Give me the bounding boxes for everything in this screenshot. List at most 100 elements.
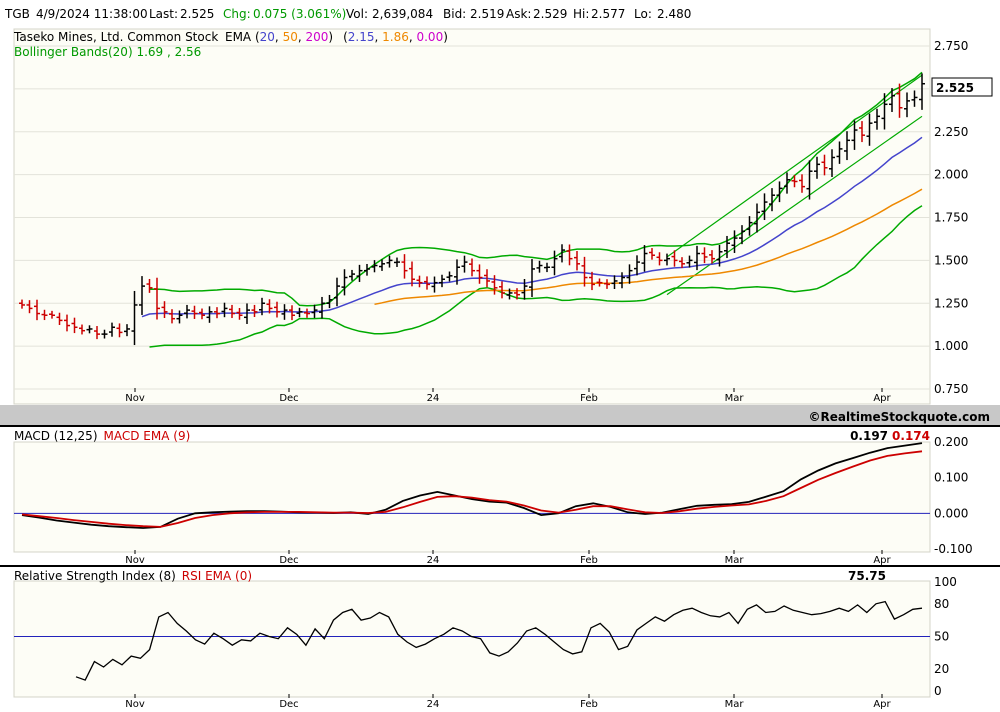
price-bar: [161, 301, 168, 318]
company-name: Taseko Mines, Ltd. Common Stock: [13, 30, 218, 44]
rsi-ytick: 20: [934, 662, 949, 676]
price-bar: [296, 307, 303, 318]
trend-channel-upper: [666, 74, 923, 258]
price-bar: [439, 274, 445, 288]
x-tick-label: Nov: [125, 555, 145, 566]
price-bar: [731, 230, 738, 253]
macd-ytick: 0.200: [934, 435, 968, 449]
price-bar: [769, 188, 775, 212]
x-tick-label: 24: [427, 555, 440, 566]
x-tick-label: Apr: [873, 699, 891, 710]
price-bar: [626, 264, 633, 284]
bollinger-legend: Bollinger Bands(20) 1.69 , 2.56: [14, 45, 201, 59]
x-tick-label: Mar: [725, 393, 745, 404]
price-ytick: 1.250: [934, 296, 968, 310]
price-bar: [446, 271, 453, 282]
ema-50-line: [374, 188, 923, 306]
price-bar: [484, 269, 490, 288]
price-bar: [889, 88, 895, 112]
price-bar: [881, 93, 888, 130]
header-ask-label: Ask:: [506, 7, 531, 21]
header-vol-value: 2,639,084: [372, 7, 433, 21]
ema-legend-200: 200: [305, 30, 328, 44]
price-bar: [139, 276, 145, 315]
price-bar: [259, 297, 265, 316]
price-ytick: 1.750: [934, 211, 968, 225]
price-bar: [566, 244, 573, 266]
macd-ema-value: 0.174: [892, 429, 930, 443]
price-bar: [589, 271, 595, 291]
price-bar: [866, 113, 873, 146]
price-bar: [221, 302, 228, 318]
price-bar: [469, 258, 475, 277]
price-bar: [199, 308, 205, 320]
price-bar: [559, 244, 565, 263]
price-bar: [356, 264, 363, 282]
price-bar: [19, 299, 25, 309]
ema-legend-20: 20: [260, 30, 275, 44]
price-bar: [56, 312, 63, 325]
x-tick-label: Dec: [279, 393, 298, 404]
rsi-ytick: 100: [934, 575, 957, 589]
price-bar: [341, 269, 348, 296]
rsi-panel: [13, 580, 931, 698]
price-bar: [116, 323, 123, 338]
last-price-tag-box: [931, 77, 993, 97]
macd-line: [21, 442, 923, 529]
price-bar: [371, 260, 378, 273]
price-bar: [836, 141, 843, 164]
header-chg-value: 0.075 (3.061%): [253, 7, 346, 21]
price-bar: [281, 304, 288, 320]
ema-legend-50: 50: [283, 30, 298, 44]
price-bar: [911, 90, 918, 107]
price-bar: [379, 259, 385, 271]
x-tick-label: Dec: [279, 699, 298, 710]
price-bar: [184, 304, 190, 319]
price-bar: [401, 254, 408, 279]
price-bar: [544, 262, 550, 273]
price-bar: [409, 261, 415, 287]
x-tick-label: 24: [427, 393, 440, 404]
price-bar: [491, 275, 498, 295]
x-tick-label: Dec: [279, 555, 298, 566]
price-bar: [746, 216, 753, 236]
price-bar: [679, 257, 685, 269]
price-bar: [701, 247, 708, 264]
price-bar: [514, 288, 520, 300]
macd-lines: [21, 442, 923, 529]
price-bar: [649, 248, 655, 260]
price-bar: [604, 279, 610, 289]
price-bar: [529, 259, 535, 298]
header-chg-label: Chg:: [223, 7, 251, 21]
price-bar: [694, 245, 700, 271]
price-bar: [536, 260, 543, 273]
ema-value-20: 2.15: [348, 30, 375, 44]
price-bar: [581, 256, 588, 287]
price-bar: [364, 263, 370, 276]
price-bar: [461, 255, 468, 273]
rsi-label: Relative Strength Index (8) RSI EMA (0): [14, 569, 252, 583]
price-bar: [394, 257, 400, 267]
x-tick-label: Feb: [580, 699, 598, 710]
price-bar: [499, 281, 505, 299]
price-bar: [326, 294, 333, 309]
price-bar: [806, 160, 813, 200]
price-bar: [671, 250, 678, 267]
price-bar: [416, 275, 423, 288]
price-bar: [634, 255, 640, 276]
rsi-xaxis: Nov Dec 24 Feb Mar Apr: [125, 694, 892, 710]
price-bar: [214, 307, 220, 319]
price-bar: [311, 304, 318, 318]
price-bar: [244, 303, 250, 324]
price-bar: [251, 304, 258, 318]
price-bar: [611, 275, 618, 290]
price-bar: [131, 290, 138, 346]
price-bar: [79, 324, 85, 335]
price-bar: [791, 175, 798, 188]
price-bar: [176, 310, 183, 324]
price-bar: [154, 277, 160, 320]
ema-legend-open: EMA (: [225, 30, 260, 44]
macd-axis: 0.200 0.100 0.000 -0.100: [14, 435, 973, 556]
price-bar: [551, 250, 558, 276]
price-bar: [851, 120, 858, 150]
